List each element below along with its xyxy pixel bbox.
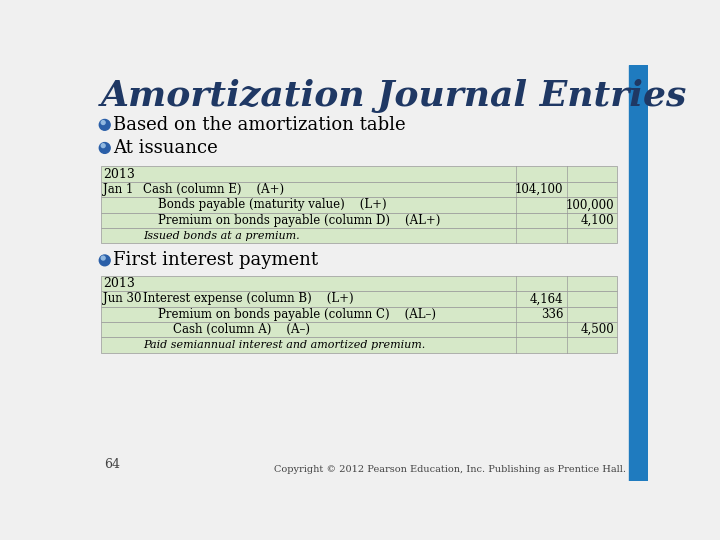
Bar (101, 197, 617, 213)
Text: First interest payment: First interest payment (113, 252, 318, 269)
Bar (101, 228, 617, 244)
Bar (101, 322, 617, 338)
Circle shape (102, 144, 105, 147)
Text: Issued bonds at a premium.: Issued bonds at a premium. (143, 231, 300, 241)
Text: Jun 30: Jun 30 (103, 292, 142, 306)
Bar (101, 291, 617, 307)
Text: Cash (column A)    (A–): Cash (column A) (A–) (143, 323, 310, 336)
Text: 100,000: 100,000 (565, 198, 614, 212)
Circle shape (102, 120, 105, 125)
Bar (101, 338, 617, 353)
Bar (101, 166, 617, 182)
Bar (629, 65, 648, 481)
Text: 4,500: 4,500 (580, 323, 614, 336)
Text: 104,100: 104,100 (515, 183, 564, 196)
Circle shape (99, 119, 110, 130)
Text: Interest expense (column B)    (L+): Interest expense (column B) (L+) (143, 292, 354, 306)
Circle shape (102, 256, 105, 260)
Text: 2013: 2013 (103, 167, 135, 181)
Text: Premium on bonds payable (column D)    (AL+): Premium on bonds payable (column D) (AL+… (143, 214, 441, 227)
Text: At issuance: At issuance (113, 139, 218, 157)
Bar (101, 307, 617, 322)
Circle shape (99, 143, 110, 153)
Bar (101, 276, 617, 291)
Text: 64: 64 (104, 458, 120, 471)
Text: Paid semiannual interest and amortized premium.: Paid semiannual interest and amortized p… (143, 340, 426, 350)
Text: Jan 1: Jan 1 (103, 183, 133, 196)
Bar (101, 182, 617, 197)
Text: Amortization Journal Entries: Amortization Journal Entries (101, 79, 687, 113)
Text: Cash (column E)    (A+): Cash (column E) (A+) (143, 183, 284, 196)
Text: Copyright © 2012 Pearson Education, Inc. Publishing as Prentice Hall.: Copyright © 2012 Pearson Education, Inc.… (274, 465, 626, 475)
Text: 336: 336 (541, 308, 564, 321)
Bar (101, 213, 617, 228)
Circle shape (99, 255, 110, 266)
Text: Premium on bonds payable (column C)    (AL–): Premium on bonds payable (column C) (AL–… (143, 308, 436, 321)
Text: 4,100: 4,100 (580, 214, 614, 227)
Text: 4,164: 4,164 (530, 292, 564, 306)
Text: Bonds payable (maturity value)    (L+): Bonds payable (maturity value) (L+) (143, 198, 387, 212)
Text: Based on the amortization table: Based on the amortization table (113, 116, 406, 134)
Text: 2013: 2013 (103, 277, 135, 290)
